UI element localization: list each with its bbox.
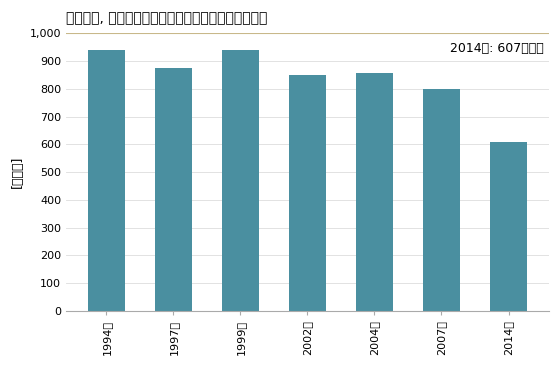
Bar <box>88 50 125 311</box>
Bar <box>423 89 460 311</box>
Bar <box>155 68 192 311</box>
Text: 建築材料, 鉱物・金属材料等卸売業の事業所数の推移: 建築材料, 鉱物・金属材料等卸売業の事業所数の推移 <box>66 11 268 25</box>
Y-axis label: [事業所]: [事業所] <box>11 156 24 188</box>
Text: 2014年: 607事業所: 2014年: 607事業所 <box>450 42 544 55</box>
Bar <box>222 50 259 311</box>
Bar <box>490 142 527 311</box>
Bar <box>356 72 393 311</box>
Bar <box>289 75 326 311</box>
